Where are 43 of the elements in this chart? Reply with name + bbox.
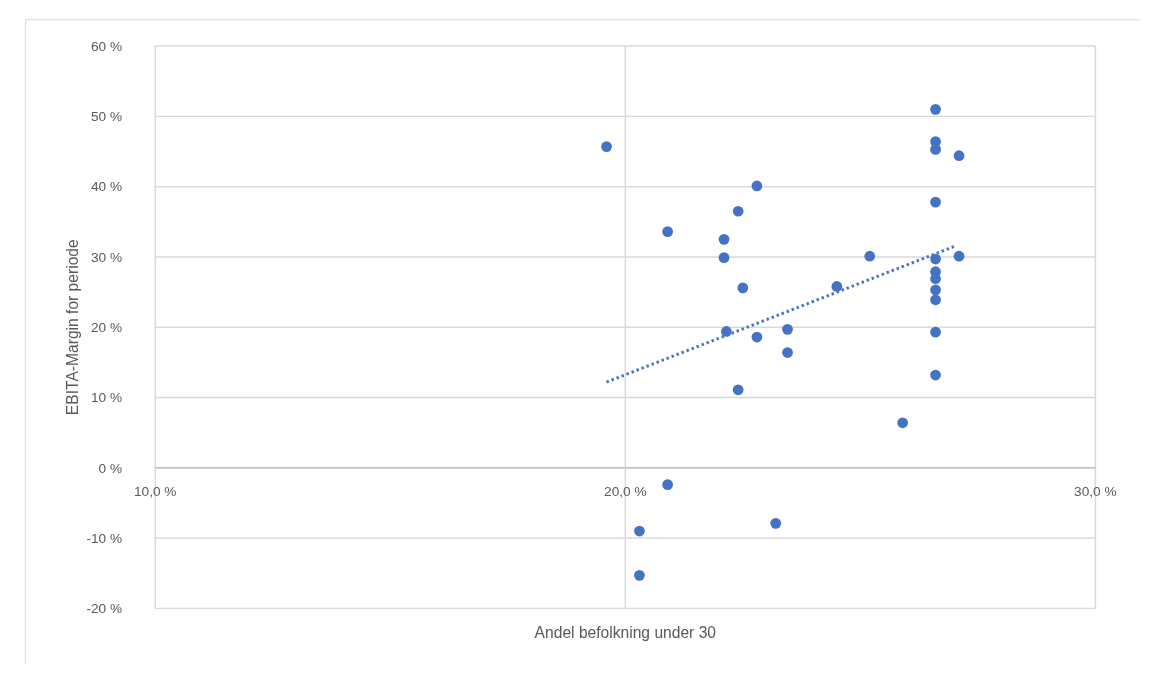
point xyxy=(930,103,941,115)
y-tick-label: 40 % xyxy=(90,179,123,195)
point xyxy=(634,525,645,537)
y-tick-label: -20 % xyxy=(86,601,123,617)
y-tick-label: 10 % xyxy=(90,390,123,406)
point xyxy=(662,479,673,491)
point xyxy=(930,196,941,208)
point xyxy=(930,326,941,338)
point xyxy=(601,141,612,152)
point xyxy=(718,234,730,245)
point xyxy=(930,294,941,306)
x-axis-title: Andel befolkning under 30 xyxy=(534,623,717,641)
point xyxy=(721,326,732,337)
point xyxy=(718,252,730,264)
point xyxy=(831,281,843,292)
y-tick-label: 0 % xyxy=(98,460,123,476)
point xyxy=(930,144,941,155)
point xyxy=(732,205,744,217)
point xyxy=(751,180,763,192)
y-tick-label: -10 % xyxy=(86,530,123,546)
x-tick-label: 30,0 % xyxy=(1074,484,1117,500)
y-tick-label: 20 % xyxy=(90,320,123,336)
x-tick-label: 20,0 % xyxy=(604,484,647,500)
point xyxy=(782,347,793,358)
point xyxy=(782,323,793,335)
point xyxy=(732,384,744,396)
point xyxy=(737,282,749,294)
y-tick-label: 30 % xyxy=(90,249,123,265)
point xyxy=(953,150,965,162)
point xyxy=(751,331,763,343)
point xyxy=(897,417,909,429)
point xyxy=(930,253,941,265)
point xyxy=(634,569,645,581)
y-tick-label: 50 % xyxy=(90,109,123,125)
point xyxy=(930,369,941,381)
point xyxy=(930,284,941,296)
point xyxy=(662,226,673,237)
point xyxy=(864,250,876,262)
y-tick-label: 60 % xyxy=(90,38,123,54)
point xyxy=(770,517,782,529)
y-axis-title: EBITA-Margin for periode xyxy=(64,239,82,416)
point xyxy=(953,250,965,262)
x-tick-label: 10,0 % xyxy=(134,484,177,500)
